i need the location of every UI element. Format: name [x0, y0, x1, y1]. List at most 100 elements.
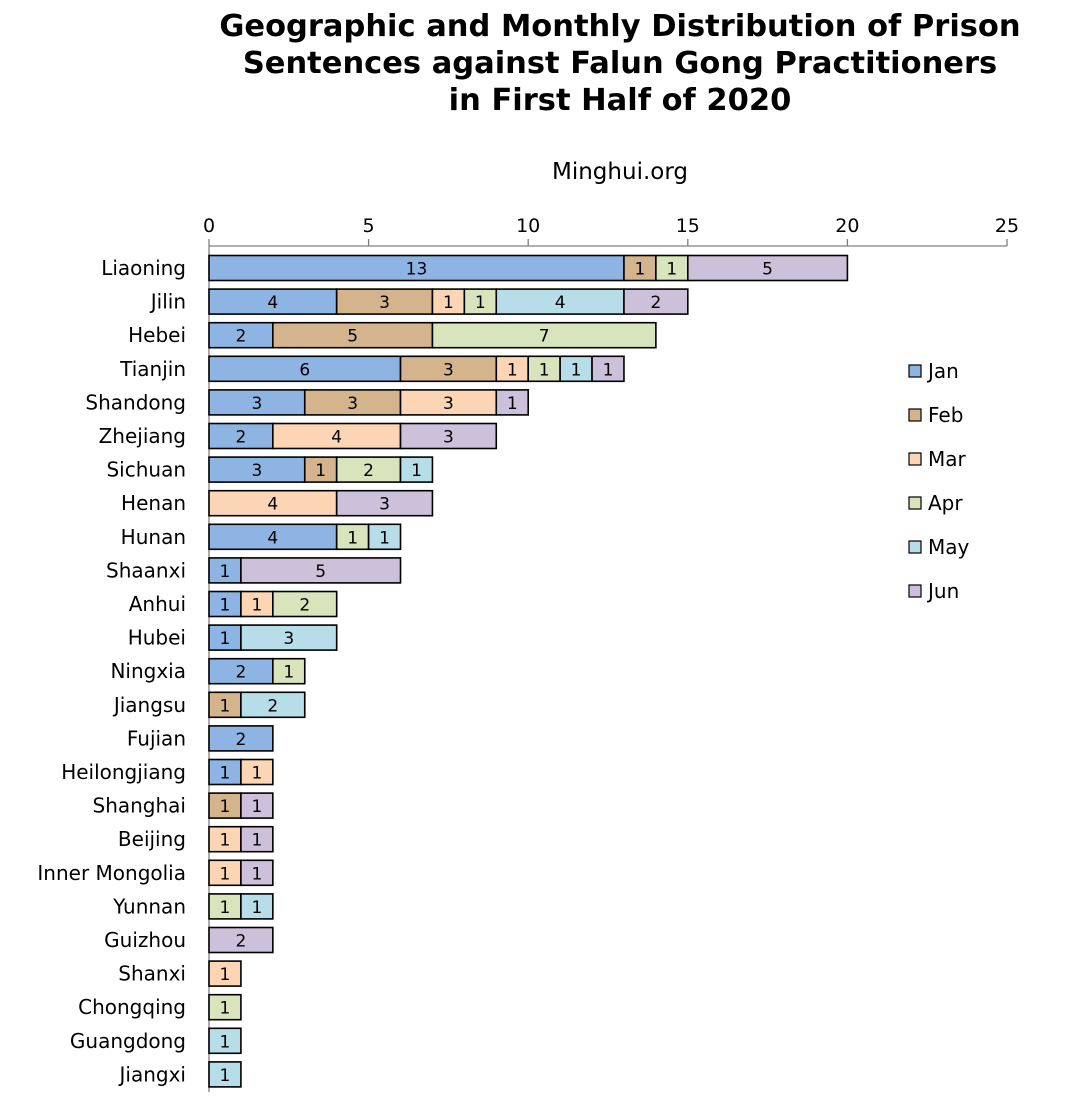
bar-value-label: 1 — [315, 461, 326, 481]
bar-value-label: 1 — [220, 629, 231, 649]
bar-segment-jun — [335, 489, 434, 517]
bar-segment-feb — [623, 254, 657, 282]
bar-value-label: 4 — [267, 293, 278, 313]
bar-value-label: 1 — [666, 260, 677, 280]
bar-segment-may — [208, 1027, 242, 1055]
chart-subtitle: Minghui.org — [552, 159, 688, 185]
bar-value-label: 1 — [220, 864, 231, 884]
bar-value-label: 1 — [220, 999, 231, 1019]
category-label: Chongqing — [78, 995, 186, 1019]
category-label: Jiangsu — [112, 693, 186, 717]
bar-segment-mar — [240, 758, 274, 786]
bar-value-label: 1 — [220, 965, 231, 985]
bar-segment-apr — [527, 355, 561, 383]
bar-value-label: 3 — [251, 461, 262, 481]
bar-value-label: 2 — [236, 932, 247, 952]
category-label: Inner Mongolia — [37, 861, 186, 885]
bar-value-label: 1 — [411, 461, 422, 481]
bar-segment-feb — [303, 389, 402, 416]
bar-value-label: 6 — [299, 360, 310, 380]
category-label: Heilongjiang — [61, 760, 186, 784]
bar-segment-may — [240, 624, 338, 651]
bar-value-label: 1 — [379, 528, 390, 548]
bar-segment-jun — [495, 389, 529, 416]
legend-label: Jan — [926, 359, 959, 383]
bar-value-label: 3 — [443, 360, 454, 380]
bar-value-label: 5 — [347, 327, 358, 347]
category-label: Shaanxi — [106, 558, 186, 582]
category-label: Shanghai — [93, 794, 187, 818]
bar-segment-mar — [495, 355, 529, 383]
bar-segment-jun — [591, 355, 625, 383]
bar-value-label: 1 — [347, 528, 358, 548]
legend-swatch-may — [908, 540, 922, 554]
bar-value-label: 1 — [475, 293, 486, 313]
category-label: Zhejiang — [99, 424, 186, 448]
bar-segment-mar — [272, 422, 402, 450]
bar-value-label: 3 — [443, 394, 454, 414]
chart-title-line: Sentences against Falun Gong Practitione… — [242, 46, 998, 81]
bar-value-label: 3 — [283, 629, 294, 649]
bar-value-label: 1 — [220, 831, 231, 851]
bar-value-label: 1 — [603, 360, 614, 380]
bar-value-label: 4 — [331, 428, 342, 448]
bar-value-label: 3 — [443, 428, 454, 448]
bar-segment-mar — [208, 960, 242, 987]
chart-title-line: Geographic and Monthly Distribution of P… — [219, 9, 1021, 44]
bar-segment-jan — [208, 254, 625, 282]
bar-value-label: 7 — [539, 327, 550, 347]
legend-swatch-mar — [908, 452, 922, 466]
bar-segment-may — [208, 1061, 242, 1088]
legend-swatch-jan — [908, 364, 922, 378]
category-label: Jiangxi — [118, 1062, 186, 1086]
bar-value-label: 2 — [650, 293, 661, 313]
category-label: Ningxia — [110, 659, 186, 683]
legend-swatch-jun — [908, 584, 922, 598]
legend-label: Apr — [928, 491, 963, 515]
category-label: Hubei — [128, 626, 186, 650]
category-label: Beijing — [118, 827, 186, 851]
category-label: Guizhou — [104, 928, 186, 952]
bar-segment-apr — [655, 254, 689, 282]
bar-value-label: 13 — [406, 260, 428, 280]
bar-value-label: 2 — [236, 663, 247, 683]
bar-value-label: 2 — [236, 428, 247, 448]
bar-segment-jun — [240, 825, 274, 853]
category-label: Sichuan — [106, 458, 186, 482]
bar-segment-mar — [208, 489, 338, 517]
bar-value-label: 2 — [363, 461, 374, 481]
bar-value-label: 1 — [443, 293, 454, 313]
bar-value-label: 2 — [236, 730, 247, 750]
bar-segment-jan — [208, 725, 274, 752]
bar-value-label: 3 — [379, 495, 390, 515]
bar-segment-jan — [208, 321, 274, 349]
bar-segment-jun — [240, 859, 274, 887]
bar-segment-jun — [208, 926, 274, 954]
category-label: Hebei — [128, 323, 186, 347]
bar-value-label: 1 — [220, 797, 231, 817]
x-tick-label: 25 — [995, 215, 1019, 237]
x-tick-label: 20 — [835, 215, 859, 237]
bar-segment-apr — [208, 993, 242, 1021]
category-label: Guangdong — [70, 1029, 186, 1053]
bar-segment-apr — [272, 657, 306, 685]
legend-swatch-feb — [908, 408, 922, 422]
bar-value-label: 1 — [220, 898, 231, 918]
bar-value-label: 1 — [220, 764, 231, 784]
bar-segment-jan — [208, 355, 402, 383]
legend-label: May — [928, 535, 970, 559]
legend-label: Feb — [928, 403, 963, 427]
legend-label: Jun — [926, 579, 959, 603]
category-label: Anhui — [129, 592, 186, 616]
bar-value-label: 1 — [539, 360, 550, 380]
bar-segment-apr — [272, 590, 338, 618]
bar-segment-may — [367, 523, 402, 551]
bar-value-label: 1 — [220, 1066, 231, 1086]
bar-value-label: 1 — [251, 831, 262, 851]
bar-value-label: 4 — [555, 293, 566, 313]
bar-segment-apr — [431, 321, 657, 349]
bar-value-label: 2 — [236, 327, 247, 347]
category-label: Shandong — [85, 390, 186, 414]
category-label: Tianjin — [119, 357, 186, 381]
